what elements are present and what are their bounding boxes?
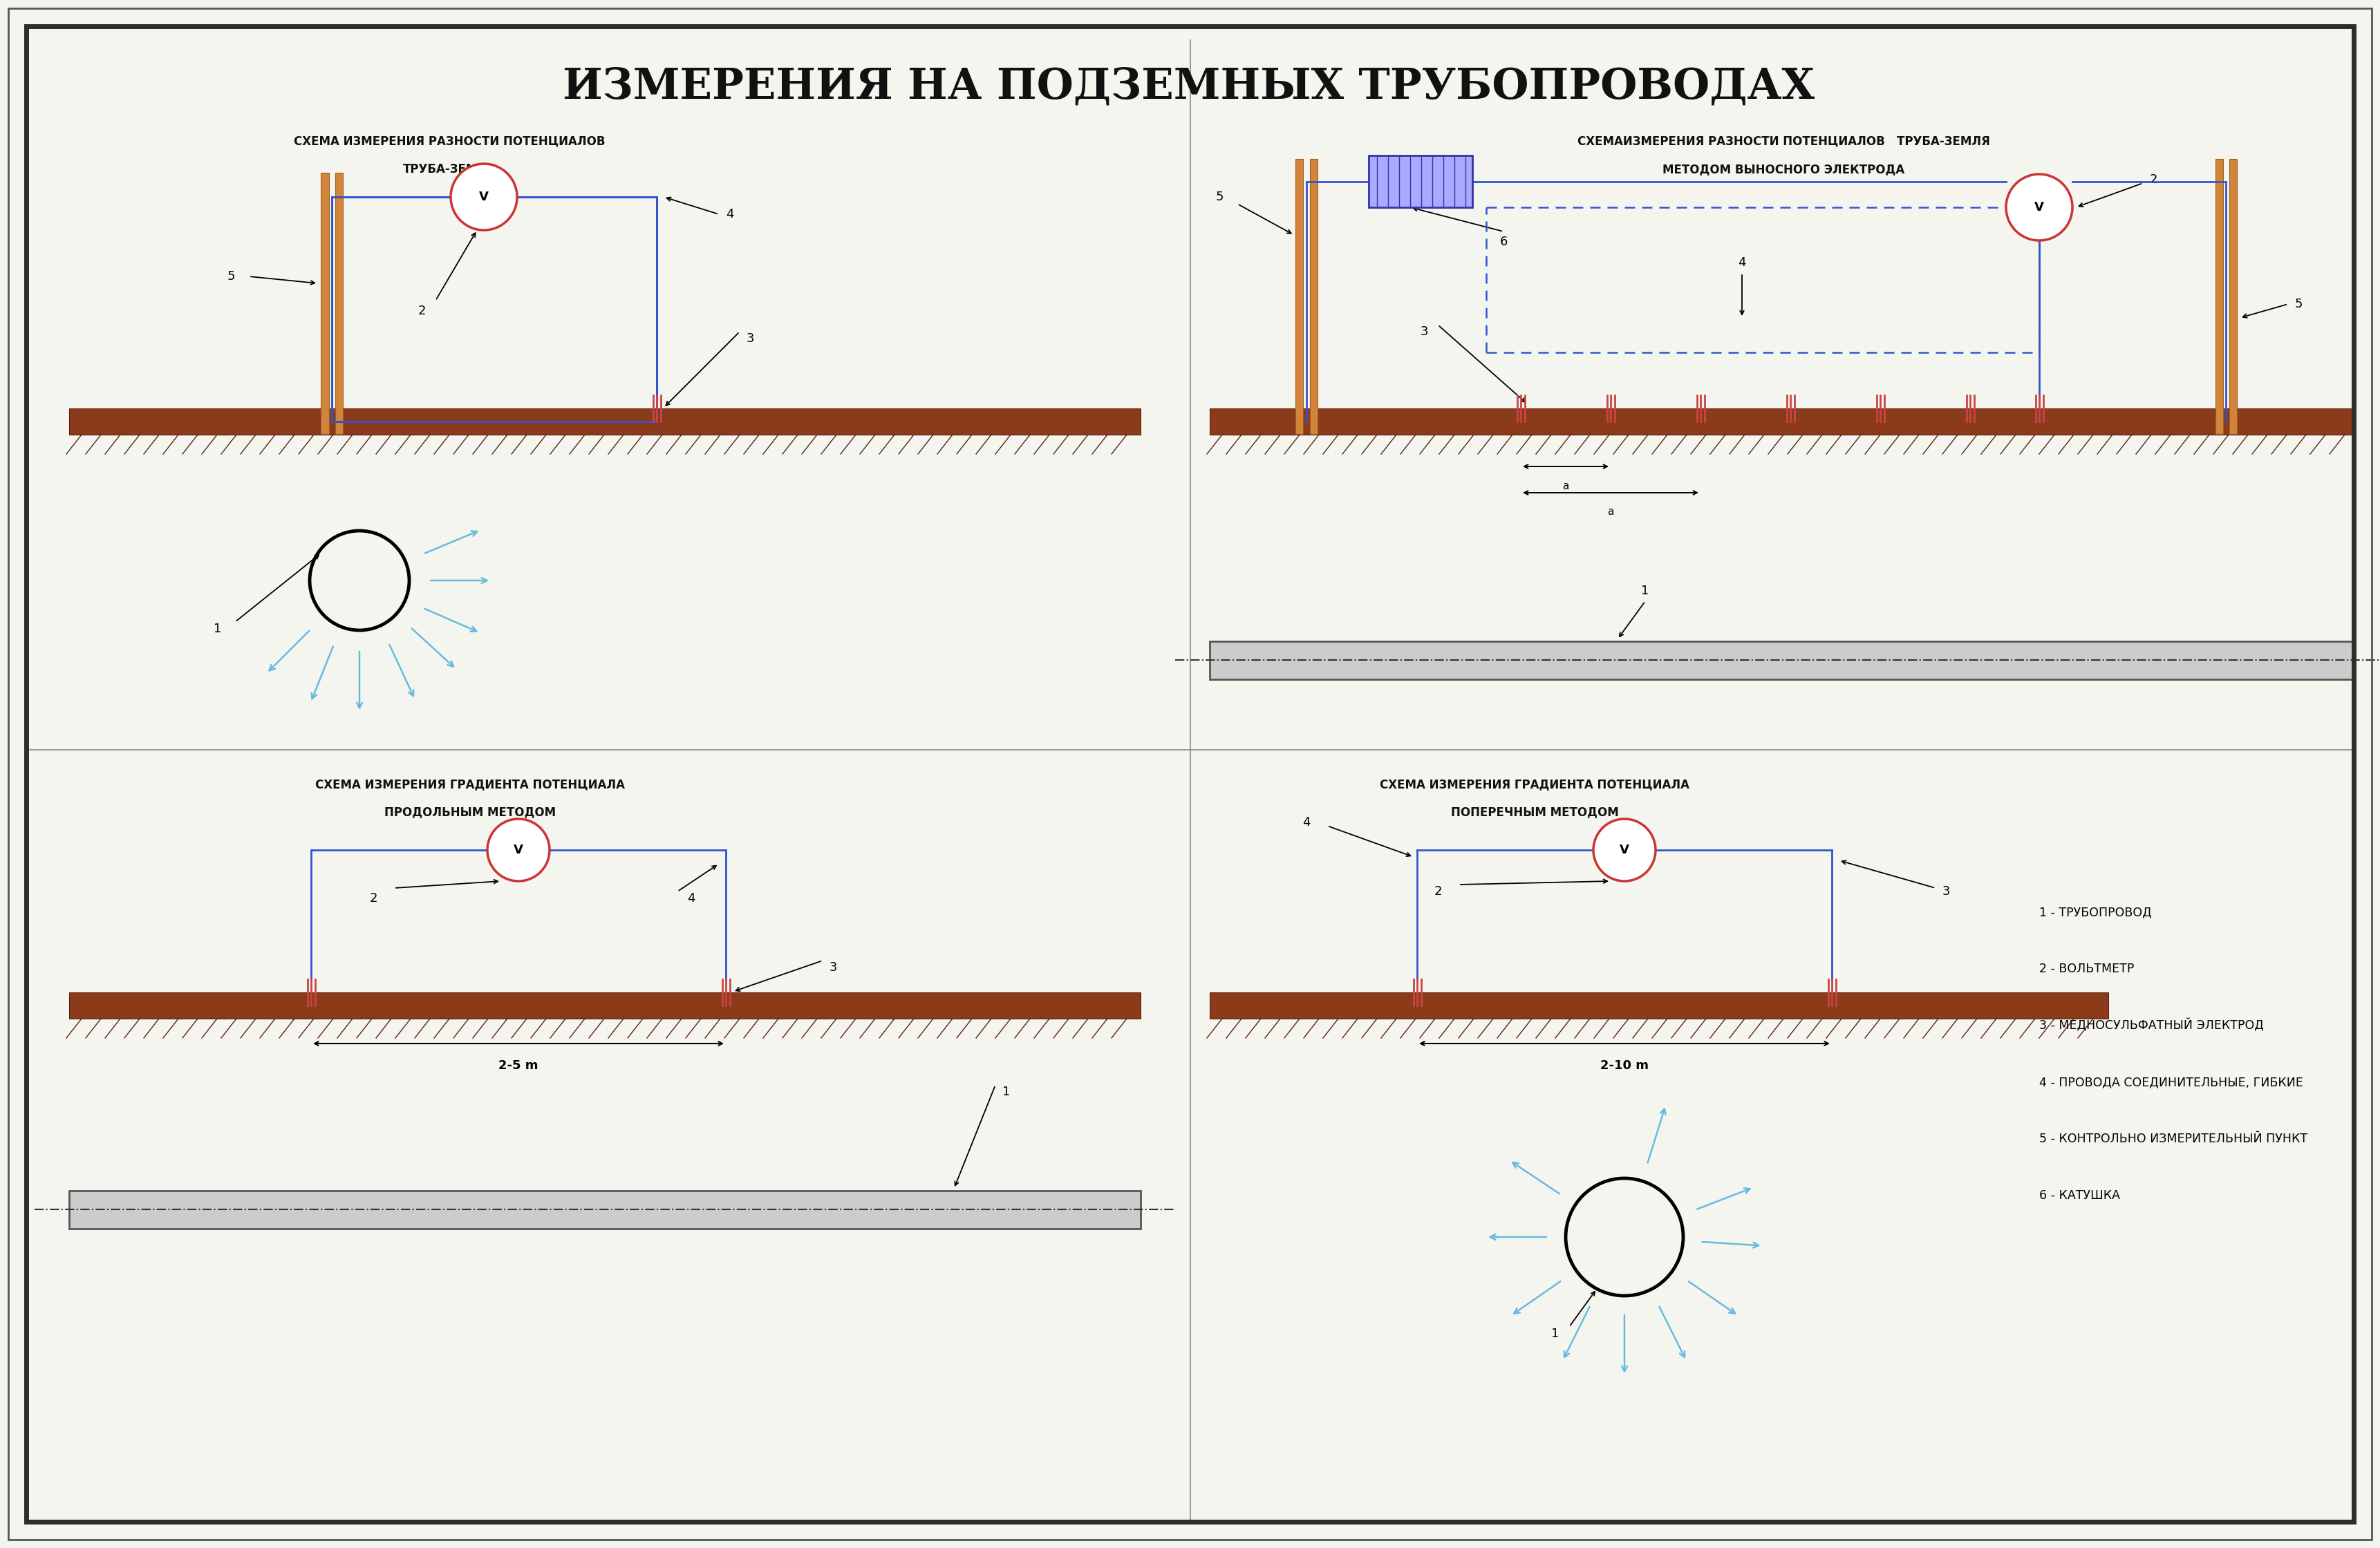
Bar <box>69 409 1140 435</box>
Text: V: V <box>514 844 524 856</box>
Circle shape <box>450 164 516 231</box>
Text: 5: 5 <box>2294 297 2304 310</box>
Text: 3: 3 <box>1942 885 1949 898</box>
Text: 2 - ВОЛЬТМЕТР: 2 - ВОЛЬТМЕТР <box>2040 963 2135 975</box>
Bar <box>1295 159 1304 433</box>
Text: СХЕМА ИЗМЕРЕНИЯ РАЗНОСТИ ПОТЕНЦИАЛОВ: СХЕМА ИЗМЕРЕНИЯ РАЗНОСТИ ПОТЕНЦИАЛОВ <box>293 136 605 149</box>
Text: V: V <box>2035 201 2044 214</box>
Text: СХЕМА ИЗМЕРЕНИЯ ГРАДИЕНТА ПОТЕНЦИАЛА: СХЕМА ИЗМЕРЕНИЯ ГРАДИЕНТА ПОТЕНЦИАЛА <box>1380 779 1690 791</box>
Bar <box>69 1190 1140 1229</box>
Text: 5: 5 <box>226 271 236 283</box>
Bar <box>1209 409 2354 435</box>
Text: 4: 4 <box>1302 816 1311 828</box>
Text: 1: 1 <box>1552 1328 1559 1341</box>
Text: a: a <box>1561 480 1568 491</box>
Text: 4: 4 <box>688 892 695 904</box>
Bar <box>1209 992 2109 1019</box>
Text: 1: 1 <box>1002 1085 1009 1098</box>
Text: 2-5 m: 2-5 m <box>497 1059 538 1071</box>
Text: 4: 4 <box>1737 257 1747 269</box>
Text: 1: 1 <box>214 622 221 635</box>
Text: 2: 2 <box>419 305 426 317</box>
Text: 3: 3 <box>747 333 754 345</box>
Text: ПРОДОЛЬНЫМ МЕТОДОМ: ПРОДОЛЬНЫМ МЕТОДОМ <box>383 807 557 819</box>
Text: 3: 3 <box>1421 325 1428 337</box>
Text: СХЕМАИЗМЕРЕНИЯ РАЗНОСТИ ПОТЕНЦИАЛОВ   ТРУБА-ЗЕМЛЯ: СХЕМАИЗМЕРЕНИЯ РАЗНОСТИ ПОТЕНЦИАЛОВ ТРУБ… <box>1578 136 1990 149</box>
Bar <box>1209 641 2354 680</box>
Text: 3 - МЕДНОСУЛЬФАТНЫЙ ЭЛЕКТРОД: 3 - МЕДНОСУЛЬФАТНЫЙ ЭЛЕКТРОД <box>2040 1019 2263 1033</box>
Text: 1: 1 <box>1642 585 1649 598</box>
Circle shape <box>1592 819 1656 881</box>
Circle shape <box>488 819 550 881</box>
Text: 2: 2 <box>1433 885 1442 898</box>
Text: V: V <box>1621 844 1630 856</box>
Bar <box>2216 159 2223 433</box>
Text: 3: 3 <box>831 961 838 974</box>
Text: V: V <box>478 190 488 203</box>
Bar <box>336 173 343 433</box>
Text: МЕТОДОМ ВЫНОСНОГО ЭЛЕКТРОДА: МЕТОДОМ ВЫНОСНОГО ЭЛЕКТРОДА <box>1661 163 1904 175</box>
Text: СХЕМА ИЗМЕРЕНИЯ ГРАДИЕНТА ПОТЕНЦИАЛА: СХЕМА ИЗМЕРЕНИЯ ГРАДИЕНТА ПОТЕНЦИАЛА <box>314 779 626 791</box>
Text: 1 - ТРУБОПРОВОД: 1 - ТРУБОПРОВОД <box>2040 906 2152 918</box>
Text: 2-10 m: 2-10 m <box>1599 1059 1649 1071</box>
Text: 2: 2 <box>369 892 378 904</box>
Text: 4 - ПРОВОДА СОЕДИНИТЕЛЬНЫЕ, ГИБКИЕ: 4 - ПРОВОДА СОЕДИНИТЕЛЬНЫЕ, ГИБКИЕ <box>2040 1076 2304 1088</box>
Text: 5 - КОНТРОЛЬНО ИЗМЕРИТЕЛЬНЫЙ ПУНКТ: 5 - КОНТРОЛЬНО ИЗМЕРИТЕЛЬНЫЙ ПУНКТ <box>2040 1133 2309 1146</box>
Bar <box>69 992 1140 1019</box>
Circle shape <box>2006 175 2073 240</box>
Text: ТРУБА-ЗЕМЛЯ: ТРУБА-ЗЕМЛЯ <box>402 163 495 175</box>
Text: ИЗМЕРЕНИЯ НА ПОДЗЕМНЫХ ТРУБОПРОВОДАХ: ИЗМЕРЕНИЯ НА ПОДЗЕМНЫХ ТРУБОПРОВОДАХ <box>564 65 1816 107</box>
Text: 6: 6 <box>1499 235 1509 248</box>
Text: 2: 2 <box>2149 173 2159 186</box>
Bar <box>321 173 328 433</box>
Text: 6 - КАТУШКА: 6 - КАТУШКА <box>2040 1189 2121 1201</box>
Text: a: a <box>1606 506 1614 517</box>
Text: 4: 4 <box>726 207 733 220</box>
Bar <box>2230 159 2237 433</box>
Bar <box>1309 159 1316 433</box>
Text: ПОПЕРЕЧНЫМ МЕТОДОМ: ПОПЕРЕЧНЫМ МЕТОДОМ <box>1452 807 1618 819</box>
Bar <box>1368 155 1473 207</box>
Text: 5: 5 <box>1216 190 1223 203</box>
